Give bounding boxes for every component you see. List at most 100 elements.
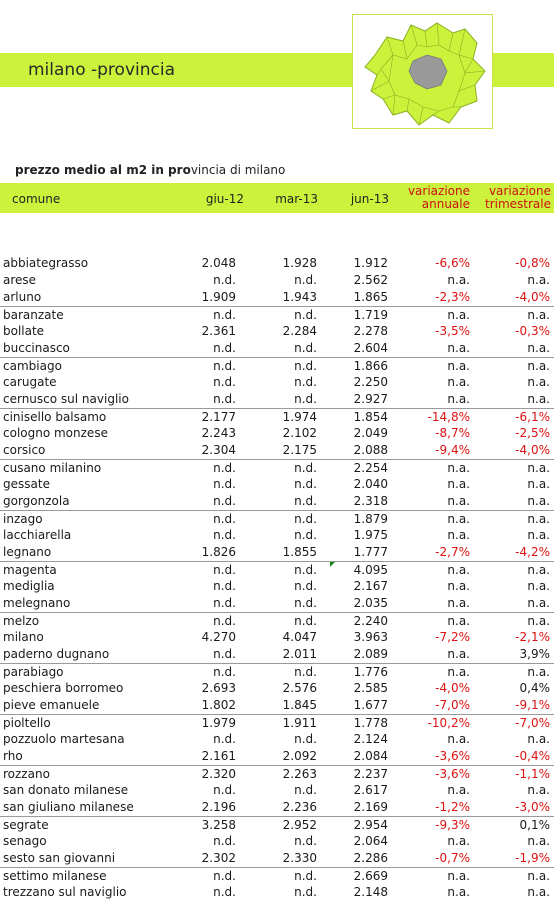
cell-variazione-trimestrale: -0,4% [515,749,550,763]
cell-mar13: 4.047 [282,630,317,644]
cell-variazione-trimestrale: n.a. [527,494,550,508]
cell-giu12: n.d. [213,308,236,322]
cell-variazione-trimestrale: n.a. [527,528,550,542]
table-row: rho 2.161 2.092 2.084 -3,6% -0,4% [0,748,554,765]
cell-jun13: 2.278 [353,324,388,338]
cell-comune: parabiago [3,665,64,679]
cell-variazione-trimestrale: n.a. [527,375,550,389]
cell-comune: rho [3,749,23,763]
table-row: cusano milanino n.d. n.d. 2.254 n.a. n.a. [0,459,554,476]
cell-comune: buccinasco [3,341,70,355]
cell-mar13: n.d. [294,732,317,746]
table-row: cologno monzese 2.243 2.102 2.049 -8,7% -2,5% [0,425,554,442]
table-row: san donato milanese n.d. n.d. 2.617 n.a. n.a. [0,782,554,799]
cell-mar13: 2.330 [282,851,317,865]
header-jun13: jun-13 [350,192,389,206]
cell-variazione-annuale: n.a. [447,869,470,883]
cell-jun13: 2.040 [353,477,388,491]
cell-variazione-trimestrale: n.a. [527,512,550,526]
cell-jun13: 2.954 [353,818,388,832]
cell-variazione-trimestrale: -2,5% [515,426,550,440]
cell-jun13: 1.879 [353,512,388,526]
cell-variazione-annuale: n.a. [447,494,470,508]
cell-giu12: 4.270 [201,630,236,644]
cell-comune: melzo [3,614,40,628]
cell-variazione-annuale: -9,3% [435,818,470,832]
cell-jun13: 1.866 [353,359,388,373]
cell-variazione-annuale: n.a. [447,512,470,526]
cell-variazione-trimestrale: n.a. [527,461,550,475]
cell-jun13: 2.035 [353,596,388,610]
header-variazione-trimestrale-line1: variazione [488,184,551,198]
cell-giu12: 2.320 [201,767,236,781]
cell-comune: pieve emanuele [3,698,100,712]
header-variazione-annuale-line2: annuale [421,197,470,211]
cell-variazione-trimestrale: -4,0% [515,443,550,457]
cell-variazione-annuale: -1,2% [435,800,470,814]
cell-mar13: 1.911 [282,716,317,730]
cell-comune: baranzate [3,308,64,322]
cell-mar13: 2.576 [282,681,317,695]
cell-comune: senago [3,834,47,848]
table-row: settimo milanese n.d. n.d. 2.669 n.a. n.a. [0,867,554,884]
page-title: milano -provincia [28,60,175,80]
cell-jun13: 1.719 [353,308,388,322]
cell-comune: san donato milanese [3,783,129,797]
cell-comune: lacchiarella [3,528,72,542]
table-row: arese n.d. n.d. 2.562 n.a. n.a. [0,272,554,289]
cell-variazione-annuale: n.a. [447,308,470,322]
cell-mar13: 1.943 [282,290,317,304]
table-row: rozzano 2.320 2.263 2.237 -3,6% -1,1% [0,765,554,782]
table-row: trezzano sul naviglio n.d. n.d. 2.148 n.a. n.… [0,884,554,901]
cell-jun13: 2.254 [353,461,388,475]
cell-variazione-annuale: n.a. [447,614,470,628]
cell-comune: cusano milanino [3,461,102,475]
cell-comune: carugate [3,375,57,389]
cell-variazione-annuale: n.a. [447,647,470,661]
table-header: comune giu-12 mar-13 jun-13 variazione a… [0,183,554,213]
cell-variazione-trimestrale: -7,0% [515,716,550,730]
cell-giu12: n.d. [213,732,236,746]
cell-variazione-annuale: -2,7% [435,545,470,559]
cell-jun13: 1.975 [353,528,388,542]
cell-mar13: 2.284 [282,324,317,338]
cell-mar13: n.d. [294,359,317,373]
cell-giu12: n.d. [213,665,236,679]
cell-jun13: 2.286 [353,851,388,865]
cell-mar13: n.d. [294,308,317,322]
cell-variazione-annuale: -7,0% [435,698,470,712]
cell-variazione-trimestrale: n.a. [527,596,550,610]
cell-variazione-trimestrale: n.a. [527,308,550,322]
cell-mar13: n.d. [294,885,317,899]
cell-comune: san giuliano milanese [3,800,134,814]
cell-giu12: n.d. [213,273,236,287]
cell-variazione-trimestrale: -1,9% [515,851,550,865]
cell-variazione-trimestrale: -3,0% [515,800,550,814]
cell-variazione-annuale: n.a. [447,783,470,797]
cell-mar13: 1.855 [282,545,317,559]
table-row: pozzuolo martesana n.d. n.d. 2.124 n.a. n.a. [0,731,554,748]
price-table-body: abbiategrasso 2.048 1.928 1.912 -6,6% -0,8% ar… [0,255,554,901]
table-row: pieve emanuele 1.802 1.845 1.677 -7,0% -9,1% [0,697,554,714]
cell-mar13: n.d. [294,341,317,355]
cell-variazione-trimestrale: 0,1% [519,818,551,832]
cell-comune: rozzano [3,767,50,781]
table-row: lacchiarella n.d. n.d. 1.975 n.a. n.a. [0,527,554,544]
cell-jun13: 2.237 [353,767,388,781]
table-row: parabiago n.d. n.d. 1.776 n.a. n.a. [0,663,554,680]
cell-giu12: n.d. [213,869,236,883]
cell-giu12: n.d. [213,563,236,577]
cell-variazione-annuale: n.a. [447,665,470,679]
table-row: legnano 1.826 1.855 1.777 -2,7% -4,2% [0,544,554,561]
cell-mar13: n.d. [294,783,317,797]
cell-variazione-trimestrale: -4,0% [515,290,550,304]
cell-variazione-trimestrale: n.a. [527,359,550,373]
cell-mar13: n.d. [294,563,317,577]
cell-giu12: 2.243 [201,426,236,440]
cell-giu12: 1.826 [201,545,236,559]
cell-comune: segrate [3,818,49,832]
cell-comune: corsico [3,443,46,457]
header-variazione-annuale-line1: variazione [407,184,470,198]
cell-giu12: 2.196 [201,800,236,814]
header-comune: comune [12,192,61,206]
